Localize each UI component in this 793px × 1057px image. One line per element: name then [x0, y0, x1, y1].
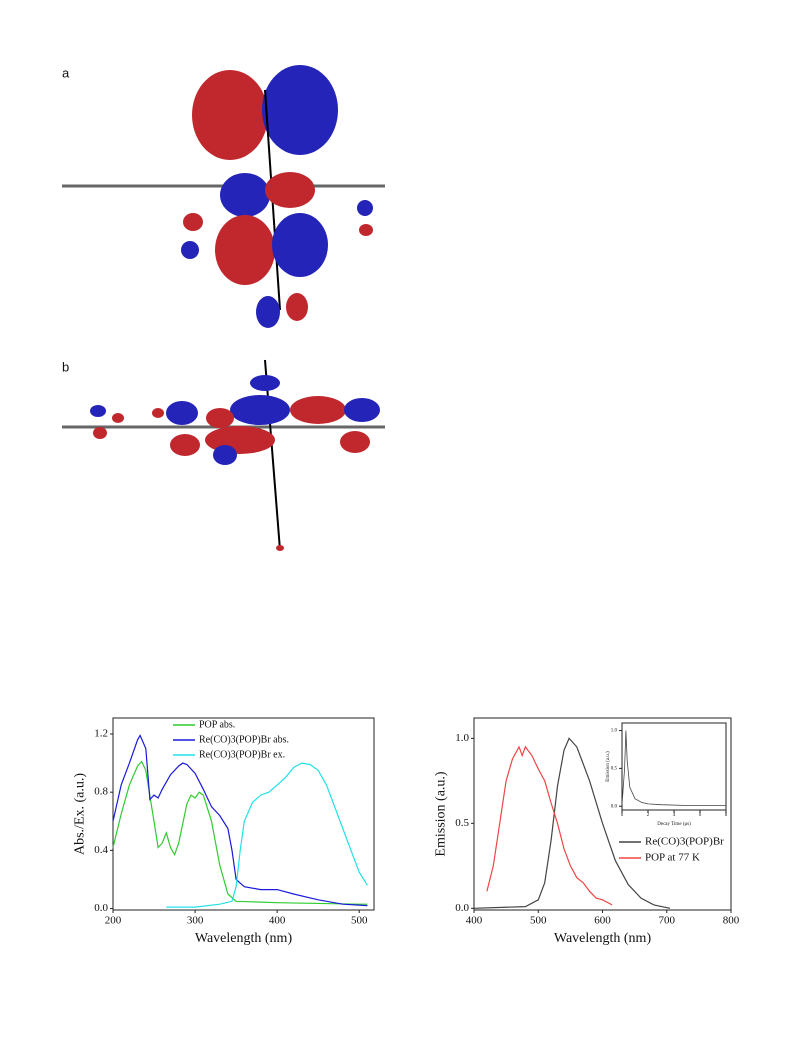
y-axis-label: Emission (a.u.): [434, 771, 449, 856]
x-tick-label: 6: [699, 813, 702, 818]
panel-label: a: [62, 65, 70, 80]
y-tick-label: 0.4: [94, 844, 108, 856]
legend-label: POP abs.: [199, 719, 235, 730]
plot-frame: [473, 717, 732, 911]
x-tick-label: 200: [105, 915, 122, 927]
x-tick-label: 300: [187, 915, 204, 927]
y-tick-label: 0.0: [455, 902, 469, 914]
x-axis-label: Wavelength (nm): [195, 931, 293, 946]
y-tick-label: 0.5: [455, 817, 469, 829]
y-tick-label: 1.0: [611, 729, 618, 734]
plot-frame: [621, 722, 727, 811]
y-axis-label: Emission (a.u.): [606, 751, 611, 782]
x-tick-label: 8: [725, 813, 728, 818]
x-tick-label: 0: [621, 813, 624, 818]
y-tick-label: 0.0: [611, 804, 618, 809]
orbital-image-b: [62, 359, 385, 551]
data-line: [473, 737, 671, 909]
x-tick-label: 500: [351, 915, 368, 927]
data-line: [166, 762, 368, 908]
x-tick-label: 4: [673, 813, 676, 818]
legend-label: Re(CO)3(POP)Br abs.: [199, 734, 289, 745]
x-tick-label: 400: [466, 915, 483, 927]
data-line: [621, 730, 726, 806]
x-axis-label: Decay Time (μs): [657, 822, 691, 827]
y-tick-label: 1.0: [455, 732, 469, 744]
legend-label: Re(CO)3(POP)Br: [645, 836, 724, 848]
x-tick-label: 500: [530, 915, 547, 927]
x-tick-label: 2: [647, 813, 650, 818]
orbital-image-a: [62, 65, 385, 328]
y-tick-label: 0.5: [611, 767, 618, 772]
x-axis-label: Wavelength (nm): [554, 931, 652, 946]
data-line: [112, 760, 368, 905]
x-tick-label: 600: [594, 915, 611, 927]
plot-frame: [112, 717, 375, 911]
x-tick-label: 700: [659, 915, 676, 927]
y-tick-label: 0.0: [94, 902, 108, 914]
x-tick-label: 800: [723, 915, 740, 927]
y-tick-label: 0.8: [94, 786, 108, 798]
data-line: [112, 734, 368, 907]
y-tick-label: 1.2: [94, 728, 108, 740]
y-axis-label: Abs./Ex. (a.u.): [73, 773, 88, 855]
legend-label: Re(CO)3(POP)Br ex.: [199, 749, 285, 760]
panel-label: b: [62, 359, 69, 374]
legend-label: POP at 77 K: [645, 852, 700, 864]
x-tick-label: 400: [269, 915, 286, 927]
data-line: [486, 745, 613, 906]
